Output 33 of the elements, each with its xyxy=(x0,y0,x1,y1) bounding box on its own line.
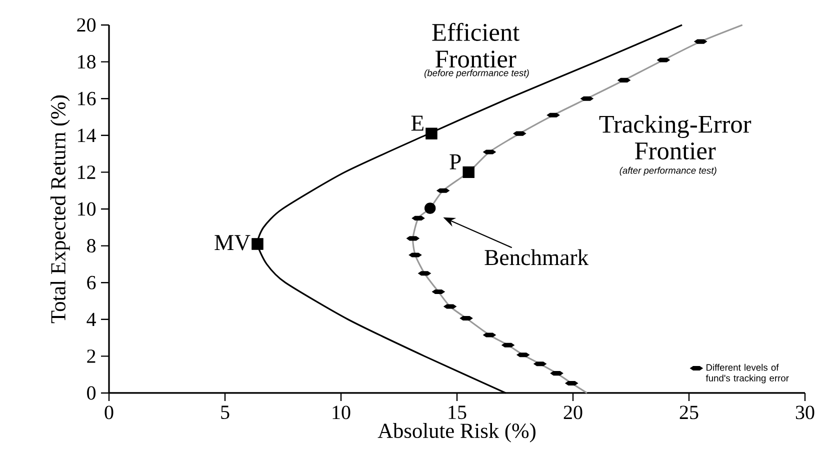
y-tick-label: 0 xyxy=(87,386,96,400)
y-tick-label: 2 xyxy=(87,350,96,363)
annotation: Benchmark xyxy=(484,249,589,266)
y-tick-label: 18 xyxy=(78,55,96,69)
x-axis-title: Absolute Risk (%) xyxy=(378,423,536,442)
y-tick-label: 14 xyxy=(78,128,96,142)
y-tick-label: 8 xyxy=(87,239,96,253)
y-tick-label: 4 xyxy=(86,312,96,326)
y-tick-label: 10 xyxy=(78,202,96,216)
annotation: Efficient Frontier xyxy=(432,22,520,68)
annotation: Tracking-Error Frontier xyxy=(599,115,752,160)
y-axis-title: Total Expected Return (%) xyxy=(50,95,70,324)
y-tick-label: 20 xyxy=(77,18,96,32)
annotation: (before performance test) xyxy=(424,69,529,78)
x-tick-label: 0 xyxy=(104,406,114,420)
annotation: E xyxy=(411,116,424,131)
annotation: MV xyxy=(214,235,250,250)
x-tick-label: 15 xyxy=(448,406,466,420)
annotation: (after performance test) xyxy=(620,166,716,176)
point xyxy=(424,202,436,214)
y-tick-label: 12 xyxy=(78,166,96,179)
legend-label: Different levels of fund's tracking error xyxy=(706,364,789,384)
point xyxy=(252,238,264,250)
y-tick-label: 6 xyxy=(87,276,96,290)
x-tick-label: 10 xyxy=(332,406,350,420)
point xyxy=(462,166,474,178)
x-tick-label: 25 xyxy=(680,406,698,420)
x-tick-label: 20 xyxy=(564,406,582,420)
point xyxy=(426,128,438,140)
x-tick-label: 30 xyxy=(796,406,814,420)
x-tick-label: 5 xyxy=(221,406,230,419)
annotation: P xyxy=(450,154,461,170)
y-tick-label: 16 xyxy=(78,92,96,106)
